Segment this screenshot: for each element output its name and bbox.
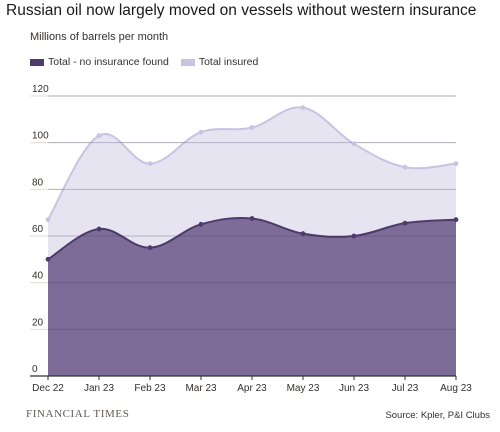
data-point	[96, 133, 102, 139]
data-point	[249, 125, 255, 130]
series-area-0	[48, 217, 456, 376]
data-point	[453, 161, 459, 167]
data-point	[45, 256, 51, 262]
x-tick-label: Apr 23	[237, 383, 267, 394]
legend-swatch-insured	[180, 58, 195, 66]
data-point	[351, 233, 357, 239]
x-tick-label: Jan 23	[84, 383, 114, 394]
data-point	[351, 141, 357, 147]
y-tick-label: 20	[32, 317, 44, 328]
data-point	[402, 220, 408, 226]
data-point	[300, 231, 306, 237]
series-areas	[48, 107, 456, 376]
source-note: Source: Kpler, P&I Clubs	[385, 410, 490, 421]
data-point	[249, 216, 255, 221]
x-tick-label: Mar 23	[185, 383, 217, 394]
chart-subtitle: Millions of barrels per month	[30, 31, 169, 43]
data-point	[198, 221, 204, 227]
y-tick-label: 100	[32, 131, 49, 142]
ft-logo: FINANCIAL TIMES	[26, 408, 130, 420]
data-point	[147, 245, 153, 251]
x-tick-label: Feb 23	[134, 383, 166, 394]
legend-item-no-insurance: Total - no insurance found	[30, 56, 169, 68]
y-axis-ticks: 0 20 40 60 80 100 120	[32, 84, 49, 375]
x-tick-label: Jul 23	[392, 383, 419, 394]
x-tick-label: Aug 23	[440, 383, 472, 394]
series-points	[45, 105, 459, 262]
data-point	[147, 161, 153, 167]
y-tick-label: 120	[32, 84, 49, 95]
x-tick-label: May 23	[287, 383, 320, 394]
data-point	[45, 217, 51, 223]
y-tick-label: 80	[32, 177, 44, 188]
legend-label-no-insurance: Total - no insurance found	[48, 56, 169, 68]
legend-swatch-no-insurance	[30, 58, 44, 66]
y-tick-label: 60	[32, 224, 44, 235]
data-point	[198, 129, 204, 135]
data-point	[402, 164, 408, 170]
legend-label-insured: Total insured	[198, 56, 259, 68]
x-tick-label: Dec 22	[32, 383, 64, 394]
data-point	[300, 105, 306, 111]
y-tick-label: 40	[32, 271, 44, 282]
data-point	[453, 217, 459, 223]
x-tick-label: Jun 23	[339, 383, 369, 394]
data-point	[96, 226, 102, 232]
y-tick-label: 0	[32, 364, 38, 375]
x-axis-ticks: Dec 22 Jan 23 Feb 23 Mar 23 Apr 23 May 23 Jun …	[30, 375, 472, 394]
legend-item-insured: Total insured	[180, 56, 259, 68]
chart-legend: Total - no insurance found Total insured	[30, 56, 270, 68]
chart-title: Russian oil now largely moved on vessels…	[6, 2, 477, 19]
